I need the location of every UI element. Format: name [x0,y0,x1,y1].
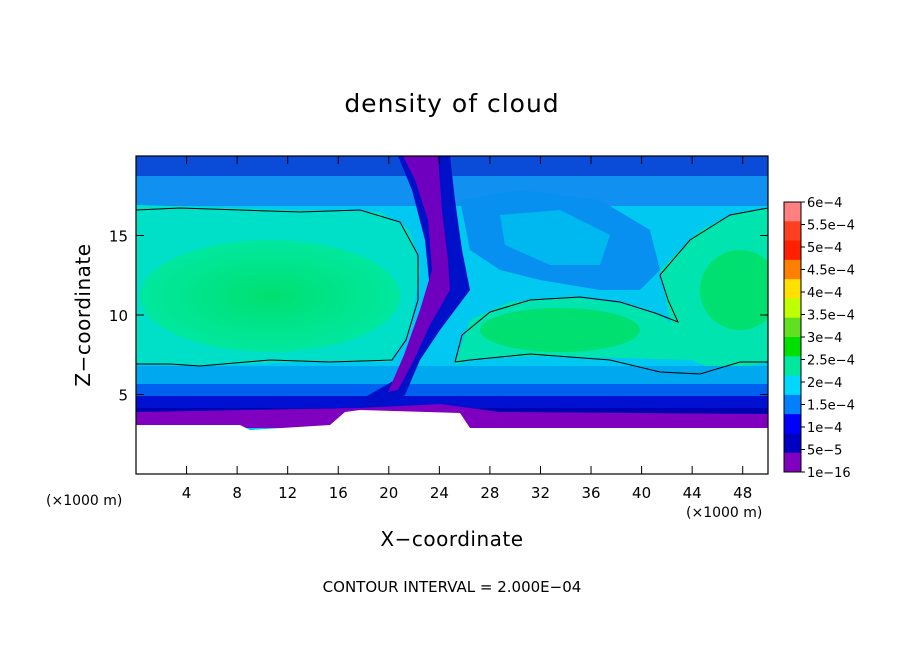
field-upper-right-2 [500,210,610,265]
field-lower-band-1 [136,366,768,386]
x-tick-label: 48 [733,484,752,502]
colorbar-swatch [784,317,801,338]
colorbar-swatch [784,375,801,396]
colorbar-swatch [784,279,801,299]
field-right-lobe-core [480,308,640,352]
x-tick-label: 32 [531,484,550,502]
contour-interval-footer: CONTOUR INTERVAL = 2.000E−04 [323,578,582,596]
colorbar-label: 4e−4 [807,286,842,301]
contour-right-lobe [454,207,768,363]
x-tick-label: 44 [683,484,702,502]
field-empty-region [136,410,768,474]
x-tick-label: 8 [232,484,242,502]
x-unit-right: (×1000 m) [686,505,762,521]
chart-title: density of cloud [344,89,559,118]
colorbar-label: 1e−4 [807,421,842,436]
colorbar-swatch [784,221,801,242]
colorbar-label: 6e−4 [807,196,842,211]
y-tick-label: 15 [109,228,128,246]
x-tick-label: 20 [379,484,398,502]
colorbar-label: 4.5e−4 [807,264,855,279]
colorbar-swatch [784,356,801,377]
y-tick-label: 10 [109,307,128,325]
colorbar-swatch [784,337,801,357]
colorbar-label: 2e−4 [807,376,842,391]
x-tick-label: 36 [581,484,600,502]
y-axis-label: Z−coordinate [71,243,95,386]
y-tick-label: 5 [118,387,128,405]
colorbar-label: 3e−4 [807,331,842,346]
colorbar-swatch [784,298,801,319]
x-tick-label: 24 [430,484,449,502]
field-plume-core [388,156,450,392]
x-tick-label: 4 [182,484,192,502]
colorbar-label: 2.5e−4 [807,354,855,369]
plot-area [136,156,768,474]
field-lower-band-3 [136,396,768,410]
x-tick-label: 12 [278,484,297,502]
x-tick-label: 16 [329,484,348,502]
colorbar-label: 5.5e−4 [807,219,855,234]
colorbar: 6e−4 5.5e−4 5e−4 4.5e−4 4e−4 3.5e−4 3e−4 2.5e−4… [783,196,855,481]
colorbar-swatch [784,394,801,415]
colorbar-swatch [784,433,801,454]
field-left-core [140,240,400,352]
colorbar-swatch [784,259,801,280]
colorbar-swatch [784,452,801,473]
field-far-right-core [700,250,768,330]
x-axis-label: X−coordinate [380,527,523,551]
field-top-band [136,156,768,178]
x-tick-label: 40 [632,484,651,502]
contour-lower-right [454,353,768,375]
colorbar-label: 5e−4 [807,241,842,256]
colorbar-swatch [784,414,801,434]
colorbar-label: 5e−5 [807,444,842,459]
colorbar-swatch [784,240,801,261]
field-lower-band-2 [136,384,768,398]
contour-left [136,207,419,367]
colorbar-label: 1.5e−4 [807,399,855,414]
colorbar-label: 3.5e−4 [807,309,855,324]
y-axis-ticks: 5 10 15 [109,228,768,405]
x-axis-ticks: 4 8 12 16 20 24 28 32 36 40 44 48 [182,156,752,502]
x-unit-left: (×1000 m) [46,493,122,509]
colorbar-label: 1e−16 [807,466,851,481]
x-tick-label: 28 [480,484,499,502]
colorbar-swatch [784,202,801,222]
